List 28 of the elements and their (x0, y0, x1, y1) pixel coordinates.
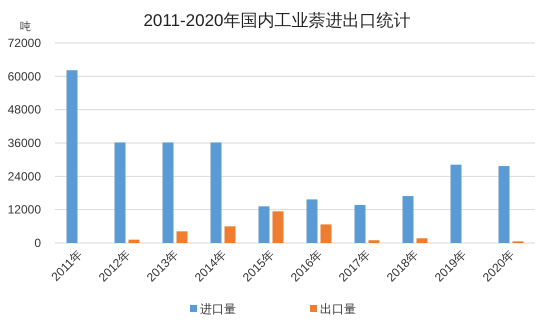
y-tick-label: 0 (34, 236, 42, 250)
bar (402, 196, 414, 243)
y-tick-label: 36000 (8, 136, 42, 150)
legend-label: 进口量 (200, 302, 236, 316)
bar (162, 142, 174, 243)
bar (320, 224, 332, 243)
bar (498, 166, 510, 243)
bar (176, 231, 188, 243)
y-tick-label: 24000 (8, 169, 42, 184)
bar (258, 206, 270, 243)
y-tick-label: 60000 (8, 69, 42, 84)
y-axis-title: 吨 (20, 20, 31, 33)
y-tick-label: 48000 (8, 102, 42, 117)
bar (416, 238, 428, 243)
bar (368, 240, 380, 243)
bar (354, 204, 366, 243)
bar (450, 164, 462, 243)
bar (306, 199, 318, 243)
bar (114, 142, 126, 243)
y-tick-label: 72000 (8, 36, 42, 50)
bar (128, 240, 140, 243)
y-tick-label: 12000 (8, 202, 42, 217)
legend-label: 出口量 (320, 302, 356, 316)
bar (66, 70, 78, 243)
bar (210, 142, 222, 243)
bar (272, 211, 284, 243)
chart-title: 2011-2020年国内工业萘进出口统计 (143, 11, 411, 30)
bar (224, 226, 236, 243)
